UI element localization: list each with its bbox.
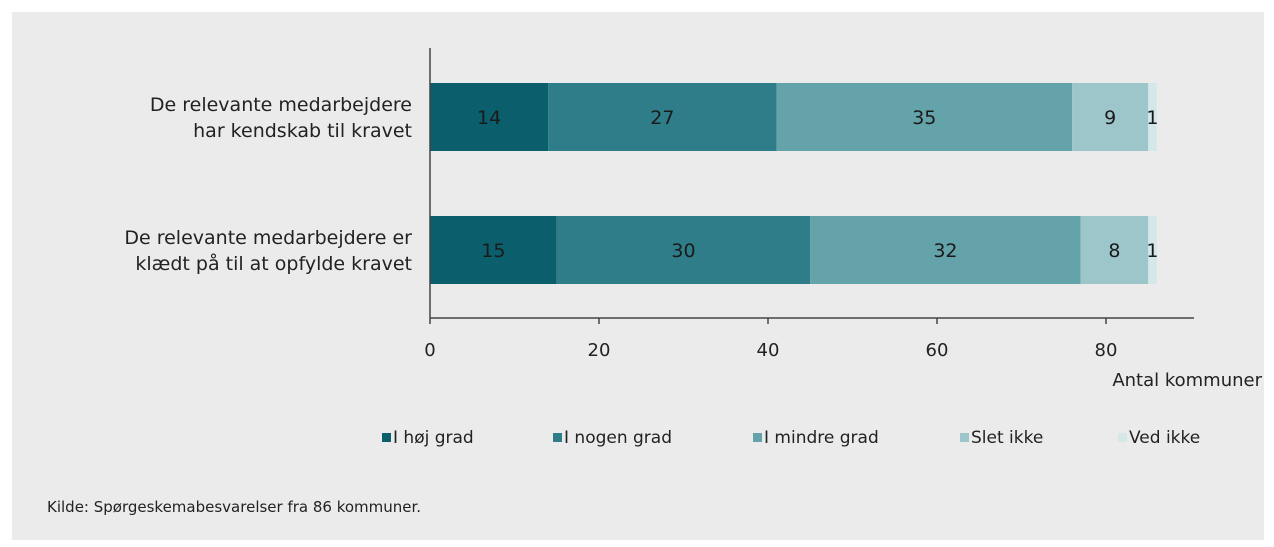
x-axis-label: Antal kommuner: [1112, 370, 1262, 391]
legend-entry: Ved ikke: [1129, 428, 1200, 448]
category-labels: De relevante medarbejdere har kendskab ti…: [124, 94, 412, 275]
bar-segment: [430, 83, 549, 151]
bar-segment: [1080, 216, 1149, 284]
x-tick-label: 40: [757, 340, 780, 361]
legend-swatch: [960, 433, 969, 442]
x-axis: 0 20 40 60 80: [424, 48, 1194, 361]
bar-segment: [1148, 83, 1157, 151]
legend-swatch: [553, 433, 562, 442]
bar-segment: [1148, 216, 1157, 284]
legend: I høj grad I nogen grad I mindre grad Slet …: [382, 428, 1200, 448]
bar-segment: [548, 83, 777, 151]
category-label: De relevante medarbejdere: [150, 94, 412, 116]
bar-value-label: 35: [912, 107, 936, 129]
bar-segment: [430, 216, 557, 284]
legend-entry: I høj grad: [393, 428, 474, 448]
category-label: har kendskab til kravet: [193, 120, 412, 142]
source-note: Kilde: Spørgeskemabesvarelser fra 86 kom…: [47, 498, 421, 516]
legend-swatch: [382, 433, 391, 442]
bar-segment: [1072, 83, 1149, 151]
x-tick-label: 80: [1095, 340, 1118, 361]
legend-entry: I mindre grad: [764, 428, 879, 448]
category-label: klædt på til at opfylde kravet: [135, 252, 412, 275]
bar-value-label: 1: [1146, 107, 1158, 129]
bar-value-label: 27: [650, 107, 674, 129]
bar-segment: [810, 216, 1081, 284]
x-tick-label: 60: [926, 340, 949, 361]
legend-swatch: [1118, 433, 1127, 442]
bars-layer: 14 27 35 9 1 15 30 32 8 1: [430, 83, 1159, 284]
bar-value-label: 32: [933, 240, 957, 262]
bar-value-label: 1: [1146, 240, 1158, 262]
bar-value-label: 14: [477, 107, 501, 129]
bar-value-label: 30: [671, 240, 695, 262]
bar-segment: [556, 216, 811, 284]
x-tick-label: 0: [424, 340, 435, 361]
x-tick-label: 20: [588, 340, 611, 361]
category-label: De relevante medarbejdere er: [124, 227, 412, 249]
legend-swatch: [753, 433, 762, 442]
legend-entry: Slet ikke: [971, 428, 1043, 448]
bar-value-label: 9: [1104, 107, 1116, 129]
bar-segment: [776, 83, 1073, 151]
bar-value-label: 15: [481, 240, 505, 262]
legend-entry: I nogen grad: [564, 428, 672, 448]
bar-value-label: 8: [1108, 240, 1120, 262]
